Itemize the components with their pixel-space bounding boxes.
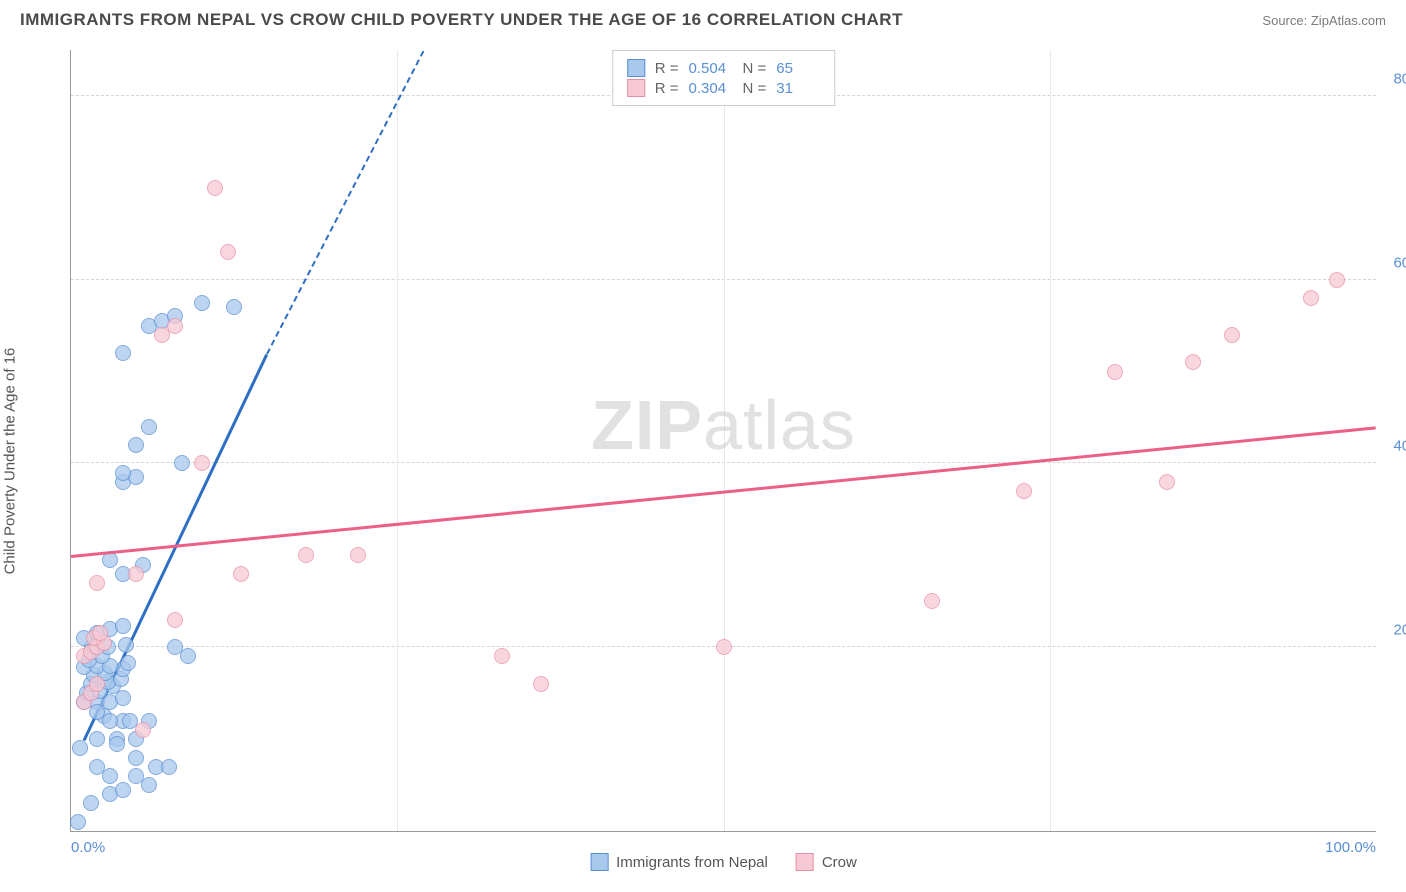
data-point-crow [89,575,105,591]
data-point-nepal [128,750,144,766]
data-point-nepal [118,637,134,653]
data-point-crow [1107,364,1123,380]
legend-stat-row-nepal: R = 0.504 N = 65 [627,59,821,77]
x-tick-label: 0.0% [71,839,105,856]
data-point-nepal [128,768,144,784]
gridline-v [1050,50,1051,831]
data-point-nepal [115,465,131,481]
data-point-crow [924,593,940,609]
data-point-nepal [89,759,105,775]
data-point-crow [350,547,366,563]
y-tick-label: 80.0% [1381,70,1406,87]
y-axis-label: Child Poverty Under the Age of 16 [2,348,19,575]
data-point-nepal [194,295,210,311]
r-value: 0.304 [689,80,733,97]
legend-item-crow: Crow [796,853,857,871]
data-point-nepal [161,759,177,775]
data-point-crow [298,547,314,563]
legend-label: Crow [822,854,857,871]
data-point-crow [92,625,108,641]
data-point-nepal [141,777,157,793]
watermark-zip: ZIP [591,386,703,464]
r-label: R = [655,60,679,77]
legend-swatch [590,853,608,871]
data-point-crow [494,648,510,664]
n-value: 65 [776,60,820,77]
data-point-crow [716,639,732,655]
data-point-crow [1185,354,1201,370]
gridline-v [397,50,398,831]
data-point-crow [1329,272,1345,288]
data-point-crow [1303,290,1319,306]
data-point-nepal [72,740,88,756]
data-point-nepal [89,704,105,720]
y-tick-label: 20.0% [1381,622,1406,639]
data-point-nepal [141,419,157,435]
legend-series: Immigrants from Nepal Crow [590,853,857,871]
data-point-nepal [70,814,86,830]
data-point-crow [207,180,223,196]
trend-line [266,51,424,355]
data-point-nepal [83,795,99,811]
legend-swatch [796,853,814,871]
chart-container: Child Poverty Under the Age of 16 ZIPatl… [20,40,1386,882]
data-point-crow [128,566,144,582]
data-point-crow [167,612,183,628]
legend-swatch [627,79,645,97]
data-point-nepal [128,437,144,453]
data-point-crow [167,318,183,334]
header: IMMIGRANTS FROM NEPAL VS CROW CHILD POVE… [0,0,1406,30]
legend-item-nepal: Immigrants from Nepal [590,853,768,871]
y-tick-label: 60.0% [1381,254,1406,271]
legend-label: Immigrants from Nepal [616,854,768,871]
r-value: 0.504 [689,60,733,77]
n-label: N = [743,80,767,97]
legend-stats: R = 0.504 N = 65 R = 0.304 N = 31 [612,50,836,106]
data-point-nepal [180,648,196,664]
plot-area: ZIPatlas R =0.504N =65R =0.304N =31 Immi… [70,50,1376,832]
data-point-crow [233,566,249,582]
data-point-crow [89,676,105,692]
data-point-nepal [102,768,118,784]
data-point-nepal [120,655,136,671]
data-point-nepal [109,736,125,752]
data-point-nepal [167,639,183,655]
data-point-crow [220,244,236,260]
data-point-crow [135,722,151,738]
chart-title: IMMIGRANTS FROM NEPAL VS CROW CHILD POVE… [20,10,903,30]
source-value: ZipAtlas.com [1311,13,1386,28]
data-point-nepal [115,345,131,361]
data-point-nepal [89,731,105,747]
source-label: Source: [1262,13,1307,28]
data-point-nepal [226,299,242,315]
gridline-v [724,50,725,831]
x-tick-label: 100.0% [1325,839,1376,856]
data-point-nepal [115,618,131,634]
data-point-crow [1016,483,1032,499]
r-label: R = [655,80,679,97]
legend-swatch [627,59,645,77]
data-point-crow [194,455,210,471]
data-point-nepal [174,455,190,471]
watermark-atlas: atlas [703,386,856,464]
data-point-crow [533,676,549,692]
legend-stat-row-crow: R = 0.304 N = 31 [627,79,821,97]
n-label: N = [743,60,767,77]
source: Source: ZipAtlas.com [1262,13,1386,28]
data-point-nepal [102,713,118,729]
data-point-nepal [115,782,131,798]
data-point-crow [1159,474,1175,490]
n-value: 31 [776,80,820,97]
y-tick-label: 40.0% [1381,438,1406,455]
data-point-crow [1224,327,1240,343]
